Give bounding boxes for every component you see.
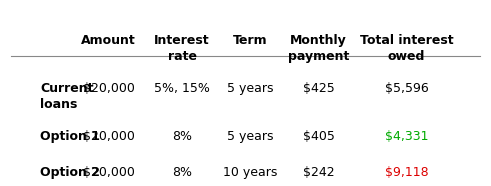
Text: $5,596: $5,596 [385, 82, 429, 95]
Text: Term: Term [233, 34, 268, 47]
Text: $242: $242 [303, 166, 334, 179]
Text: Option 1: Option 1 [40, 130, 101, 143]
Text: 8%: 8% [172, 166, 192, 179]
Text: $405: $405 [303, 130, 335, 143]
Text: $20,000: $20,000 [83, 82, 135, 95]
Text: $4,331: $4,331 [385, 130, 428, 143]
Text: $9,118: $9,118 [385, 166, 429, 179]
Text: Amount: Amount [82, 34, 136, 47]
Text: $20,000: $20,000 [83, 130, 135, 143]
Text: Monthly
payment: Monthly payment [288, 34, 350, 63]
Text: 10 years: 10 years [223, 166, 277, 179]
Text: Total interest
owed: Total interest owed [360, 34, 453, 63]
Text: Option 2: Option 2 [40, 166, 101, 179]
Text: Interest
rate: Interest rate [154, 34, 210, 63]
Text: 5%, 15%: 5%, 15% [154, 82, 210, 95]
Text: Current
loans: Current loans [40, 82, 94, 111]
Text: 8%: 8% [172, 130, 192, 143]
Text: $20,000: $20,000 [83, 166, 135, 179]
Text: $425: $425 [303, 82, 334, 95]
Text: 5 years: 5 years [227, 82, 273, 95]
Text: 5 years: 5 years [227, 130, 273, 143]
